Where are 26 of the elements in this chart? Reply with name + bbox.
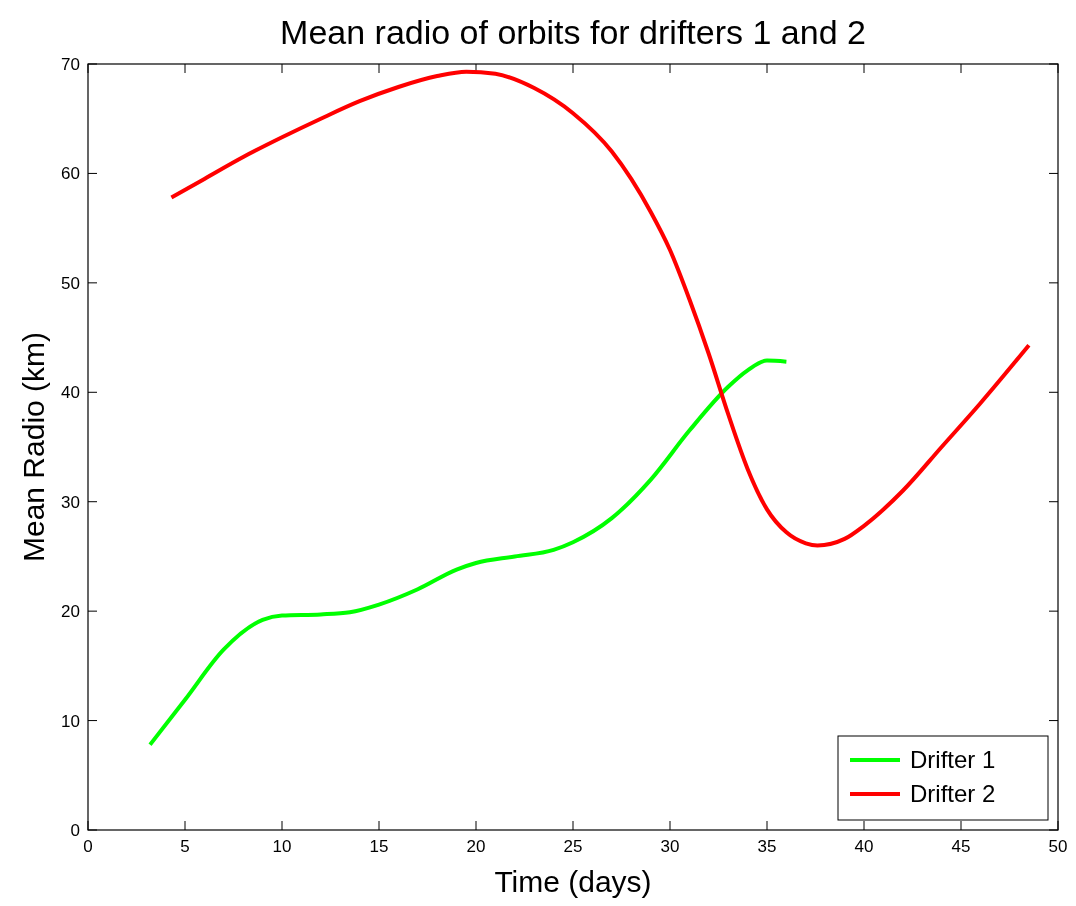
x-tick-label: 25 <box>563 837 583 856</box>
x-tick-label: 45 <box>951 837 971 856</box>
y-tick-label: 30 <box>61 492 80 512</box>
y-tick-label: 10 <box>61 711 80 731</box>
legend-label: Drifter 1 <box>910 746 996 773</box>
x-tick-label: 35 <box>757 837 777 856</box>
y-tick-label: 50 <box>61 273 80 293</box>
line-series <box>169 69 1031 548</box>
x-tick-label: 40 <box>854 837 874 856</box>
y-axis-title: Mean Radio (km) <box>17 331 50 563</box>
y-tick-label: 70 <box>61 55 80 74</box>
x-tick-label: 10 <box>272 837 292 856</box>
line-series <box>148 358 789 747</box>
x-tick-label: 50 <box>1048 837 1068 856</box>
x-tick-label: 5 <box>180 837 190 856</box>
y-tick-label: 0 <box>70 821 80 840</box>
chart-title: Mean radio of orbits for drifters 1 and 2 <box>280 13 866 51</box>
y-tick-label: 40 <box>61 383 80 403</box>
legend-label: Drifter 2 <box>910 780 996 807</box>
x-axis-title: Time (days) <box>494 865 652 898</box>
y-tick-label: 20 <box>61 602 80 622</box>
x-tick-label: 20 <box>466 837 486 856</box>
y-tick-label: 60 <box>61 164 80 184</box>
x-tick-label: 0 <box>83 837 93 856</box>
x-tick-label: 30 <box>660 837 680 856</box>
x-tick-label: 15 <box>369 837 389 856</box>
